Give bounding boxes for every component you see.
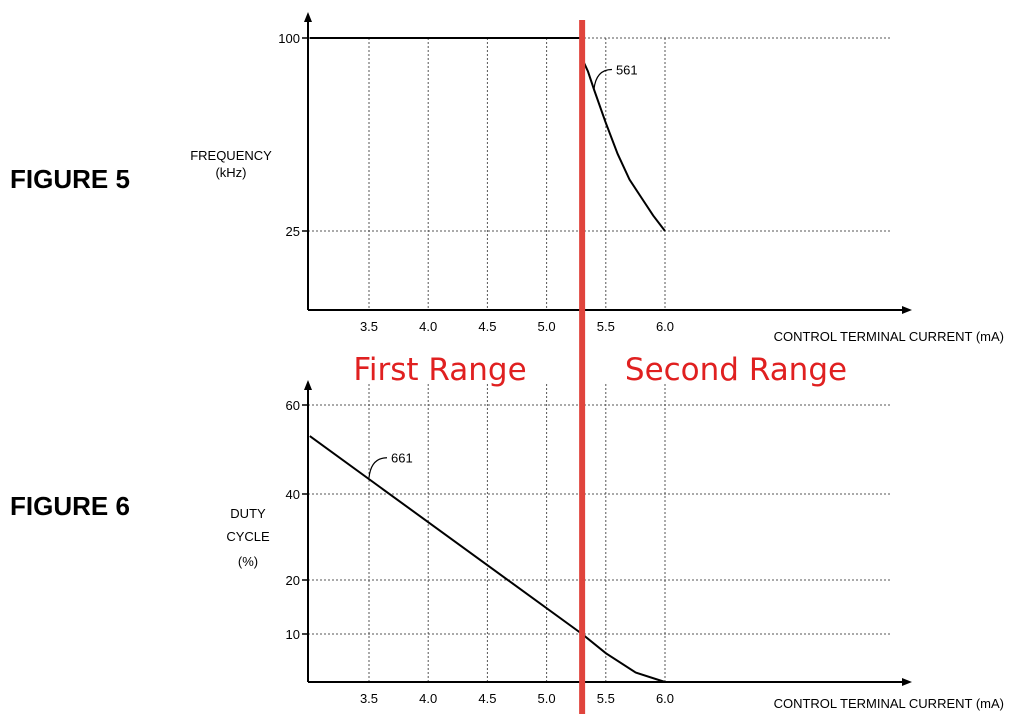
x-axis-arrow bbox=[902, 678, 912, 686]
y-tick-label: 40 bbox=[286, 487, 300, 502]
y-tick-label: 60 bbox=[286, 398, 300, 413]
figure-6-ylabel-line2: CYCLE bbox=[226, 529, 270, 544]
y-tick-label: 25 bbox=[286, 224, 300, 239]
figure-6-x-ticks: 3.5 4.0 4.5 5.0 5.5 6.0 bbox=[360, 691, 674, 706]
x-tick-label: 4.0 bbox=[419, 319, 437, 334]
x-tick-label: 6.0 bbox=[656, 319, 674, 334]
figure-6-xlabel: CONTROL TERMINAL CURRENT (mA) bbox=[774, 696, 1004, 711]
figure-5-ylabel-line2: (kHz) bbox=[215, 165, 246, 180]
figure-5-xlabel: CONTROL TERMINAL CURRENT (mA) bbox=[774, 329, 1004, 344]
figure-6-axes bbox=[304, 380, 912, 686]
figure-6-chart: FIGURE 6 DUTY CYCLE (%) CONTROL TERMINAL… bbox=[10, 380, 1004, 711]
x-tick-label: 5.5 bbox=[597, 691, 615, 706]
x-tick-label: 3.5 bbox=[360, 691, 378, 706]
x-axis-arrow bbox=[902, 306, 912, 314]
figure-5-y-ticks: 25 100 bbox=[278, 31, 308, 239]
y-axis-arrow bbox=[304, 380, 312, 390]
y-tick-label: 20 bbox=[286, 573, 300, 588]
second-range-label: Second Range bbox=[625, 352, 847, 388]
figure-6-series: 661 bbox=[309, 435, 666, 683]
figure-6-ylabel-line1: DUTY bbox=[230, 506, 266, 521]
figure-5-x-ticks: 3.5 4.0 4.5 5.0 5.5 6.0 bbox=[360, 319, 674, 334]
first-range-label: First Range bbox=[353, 352, 526, 388]
figure-5-chart: FIGURE 5 FREQUENCY (kHz) CONTROL TERMINA… bbox=[10, 12, 1004, 344]
x-tick-label: 6.0 bbox=[656, 691, 674, 706]
series-line bbox=[309, 435, 666, 683]
x-tick-label: 5.0 bbox=[538, 319, 556, 334]
x-tick-label: 5.0 bbox=[538, 691, 556, 706]
figure-6-y-ticks: 10 20 40 60 bbox=[286, 398, 308, 642]
x-tick-label: 4.5 bbox=[478, 319, 496, 334]
x-tick-label: 4.5 bbox=[478, 691, 496, 706]
callout-leader bbox=[593, 68, 612, 90]
series-callout-label: 661 bbox=[391, 451, 413, 466]
figure-5-grid bbox=[308, 37, 890, 310]
x-tick-label: 4.0 bbox=[419, 691, 437, 706]
y-axis-arrow bbox=[304, 12, 312, 22]
y-tick-label: 100 bbox=[278, 31, 300, 46]
x-tick-label: 3.5 bbox=[360, 319, 378, 334]
figure-6-ylabel-line3: (%) bbox=[238, 554, 258, 569]
x-tick-label: 5.5 bbox=[597, 319, 615, 334]
figure-5-label: FIGURE 5 bbox=[10, 164, 130, 194]
figure-6-grid bbox=[308, 384, 890, 682]
figure-5-ylabel-line1: FREQUENCY bbox=[190, 148, 272, 163]
y-tick-label: 10 bbox=[286, 627, 300, 642]
series-callout-label: 561 bbox=[616, 62, 638, 77]
callout-leader bbox=[368, 457, 388, 478]
figure-5-axes bbox=[304, 12, 912, 314]
figure-6-label: FIGURE 6 bbox=[10, 491, 130, 521]
